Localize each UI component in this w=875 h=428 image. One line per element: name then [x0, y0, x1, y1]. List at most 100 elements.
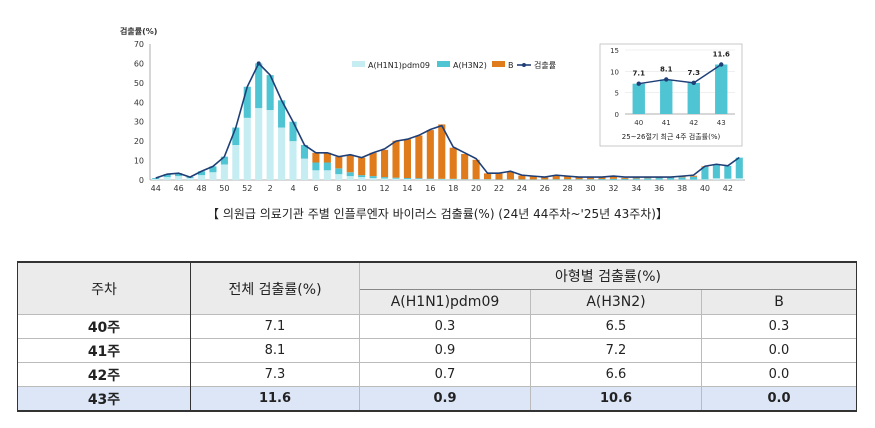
- y-tick-label: 60: [134, 59, 144, 68]
- row-h3n2: 10.6: [530, 386, 702, 412]
- inset-data-label: 7.1: [633, 70, 646, 78]
- bar-segment: [369, 176, 377, 179]
- bar-segment: [403, 179, 411, 180]
- bar-segment: [163, 174, 171, 178]
- bar-segment: [323, 162, 331, 171]
- x-tick-label: 14: [402, 184, 412, 193]
- bar-segment: [678, 177, 686, 180]
- y-tick-label: 40: [134, 98, 144, 107]
- inset-x-tick-label: 41: [662, 119, 671, 127]
- bar-segment: [724, 165, 732, 179]
- bar-segment: [209, 172, 217, 180]
- inset-bar: [632, 83, 645, 114]
- bar-segment: [312, 162, 320, 171]
- bar-segment: [335, 174, 343, 180]
- bar-segment: [598, 179, 606, 180]
- legend-label: 검출률: [534, 60, 556, 70]
- x-tick-label: 46: [174, 184, 184, 193]
- bar-segment: [701, 179, 709, 180]
- row-week: 43주: [17, 386, 191, 412]
- bar-segment: [449, 147, 457, 179]
- bar-segment: [381, 177, 389, 179]
- bar-segment: [197, 175, 206, 180]
- bar-segment: [426, 130, 434, 179]
- bar-segment: [712, 164, 720, 179]
- bar-segment: [484, 173, 492, 180]
- row-h3n2: 6.6: [530, 362, 702, 387]
- x-tick-label: 4: [290, 184, 295, 193]
- bar-segment: [689, 175, 698, 177]
- bar-segment: [209, 166, 217, 173]
- table-row: 40주 7.1 0.3 6.5 0.3: [17, 314, 857, 339]
- bar-segment: [346, 154, 354, 173]
- y-tick-label: 70: [134, 40, 144, 49]
- bar-segment: [175, 173, 183, 177]
- bar-segment: [358, 177, 366, 180]
- bar-segment: [255, 63, 263, 109]
- x-tick-label: 34: [631, 184, 641, 193]
- bar-segment: [392, 177, 400, 179]
- bar-segment: [415, 135, 423, 179]
- bar-segment: [632, 177, 640, 179]
- y-tick-label: 30: [134, 118, 144, 127]
- x-tick-label: 6: [313, 184, 318, 193]
- row-total: 8.1: [190, 338, 360, 363]
- row-total: 7.1: [190, 314, 360, 339]
- chart-caption: 【 의원급 의료기관 주별 인플루엔자 바이러스 검출률(%) (24년 44주…: [207, 207, 668, 221]
- y-tick-label: 0: [139, 176, 144, 185]
- row-week: 41주: [17, 338, 191, 363]
- bar-segment: [335, 168, 343, 175]
- bar-segment: [415, 178, 423, 180]
- inset-x-tick-label: 42: [689, 119, 698, 127]
- detection-table-wrapper: 주차 전체 검출률(%) 아형별 검출률(%) A(H1N1)pdm09 A(H…: [17, 261, 857, 412]
- bar-segment: [472, 159, 480, 180]
- y-tick-label: 50: [134, 79, 144, 88]
- x-tick-label: 26: [540, 184, 550, 193]
- x-tick-label: 36: [654, 184, 664, 193]
- bar-segment: [438, 179, 446, 180]
- bar-segment: [735, 157, 743, 179]
- bar-segment: [369, 152, 377, 177]
- bar-segment: [438, 124, 446, 179]
- header-h3n2: A(H3N2): [530, 289, 702, 315]
- inset-y-tick-label: 15: [610, 47, 619, 55]
- inset-line-point: [719, 62, 724, 67]
- bar-segment: [667, 177, 675, 180]
- x-tick-label: 48: [196, 184, 206, 193]
- row-h1n1: 0.7: [359, 362, 531, 387]
- bar-segment: [232, 145, 240, 180]
- row-week: 42주: [17, 362, 191, 387]
- bar-segment: [575, 177, 583, 180]
- line-point: [256, 61, 261, 66]
- bar-segment: [506, 171, 514, 180]
- bar-segment: [701, 166, 709, 180]
- x-tick-label: 10: [357, 184, 367, 193]
- bar-segment: [621, 177, 629, 179]
- x-tick-label: 20: [471, 184, 481, 193]
- x-tick-label: 38: [677, 184, 687, 193]
- bar-segment: [312, 170, 320, 180]
- bar-segment: [586, 177, 595, 180]
- row-b: 0.0: [701, 386, 857, 412]
- bar-segment: [358, 175, 366, 178]
- bar-segment: [243, 86, 251, 118]
- bar-segment: [152, 179, 160, 180]
- series-line-detection-rate: [155, 62, 740, 179]
- legend-swatch-point: [522, 63, 526, 67]
- bar-segment: [392, 140, 400, 178]
- bar-segment: [278, 100, 286, 128]
- row-h1n1: 0.3: [359, 314, 531, 339]
- x-tick-label: 50: [219, 184, 229, 193]
- bar-segment: [323, 152, 331, 163]
- bar-segment: [564, 179, 572, 180]
- bar-segment: [266, 110, 274, 180]
- bar-segment: [426, 179, 434, 180]
- inset-y-tick-label: 0: [615, 111, 619, 119]
- inset-data-label: 11.6: [713, 51, 730, 59]
- x-tick-label: 40: [700, 184, 710, 193]
- bar-segment: [495, 173, 503, 180]
- bar-segment: [346, 172, 354, 177]
- bar-segment: [689, 176, 698, 180]
- row-b: 0.0: [701, 338, 857, 363]
